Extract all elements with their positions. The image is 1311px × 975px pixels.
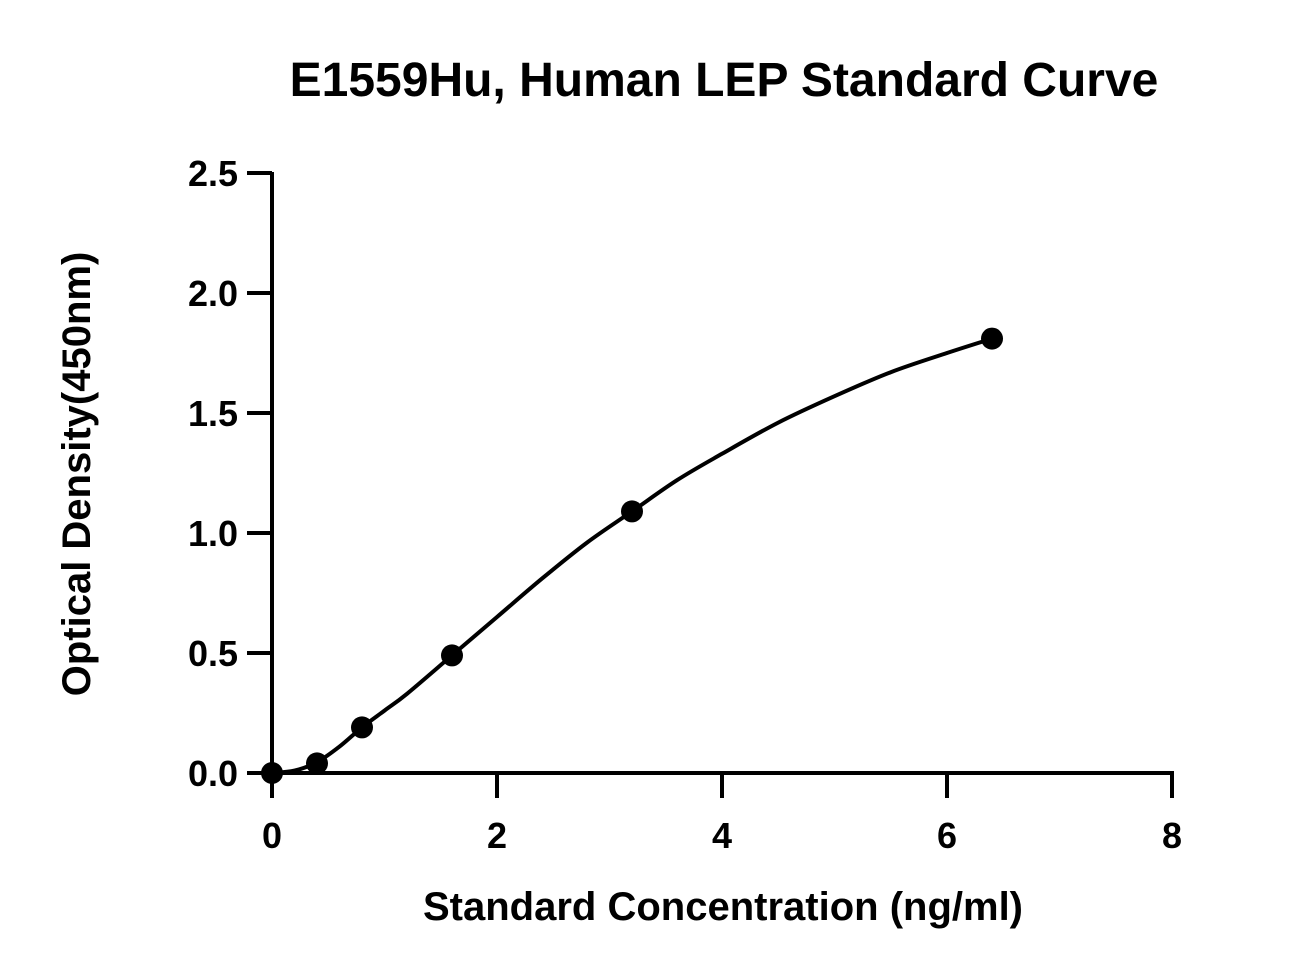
y-tick-label: 0.5 — [188, 633, 238, 674]
data-point — [621, 500, 643, 523]
x-tick-label: 6 — [937, 815, 957, 856]
y-tick-label: 2.0 — [188, 273, 238, 314]
y-tick-label: 1.0 — [188, 513, 238, 554]
y-tick-label: 2.5 — [188, 153, 238, 194]
data-point — [441, 644, 463, 667]
data-point — [351, 716, 373, 739]
data-point — [306, 752, 328, 775]
axes — [270, 172, 1174, 775]
data-point — [261, 762, 283, 784]
y-ticks: 0.0 0.5 1.0 1.5 2.0 2.5 — [188, 153, 272, 794]
x-tick-label: 0 — [262, 815, 282, 856]
x-tick-label: 2 — [487, 815, 507, 856]
fit-curve-line — [270, 336, 994, 775]
x-ticks: 0 2 4 6 8 — [262, 773, 1182, 856]
y-tick-label: 1.5 — [188, 393, 238, 434]
x-axis-label: Standard Concentration (ng/ml) — [423, 885, 1023, 929]
y-axis-label: Optical Density(450nm) — [55, 252, 99, 697]
data-points — [261, 327, 1003, 784]
y-tick-label: 0.0 — [188, 753, 238, 794]
data-point — [981, 327, 1003, 350]
x-tick-label: 8 — [1162, 815, 1182, 856]
x-tick-label: 4 — [712, 815, 732, 856]
chart-title: E1559Hu, Human LEP Standard Curve — [290, 54, 1159, 107]
